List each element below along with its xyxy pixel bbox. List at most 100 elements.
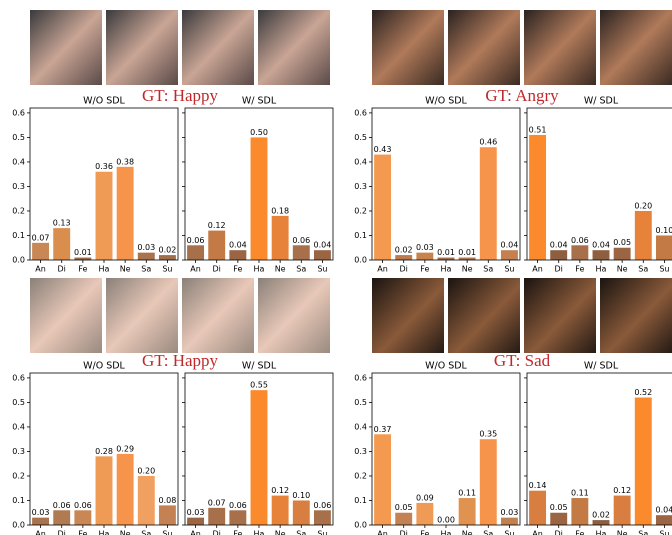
y-tick-label: 0.5 — [12, 398, 25, 407]
x-tick-label: Ne — [617, 265, 628, 274]
x-tick-label: Ha — [441, 530, 452, 535]
x-tick-label: Di — [555, 530, 563, 535]
bar — [571, 245, 589, 260]
y-tick-label: 0.1 — [12, 496, 25, 505]
x-tick-label: Su — [317, 265, 327, 274]
y-tick-label: 0.6 — [12, 373, 25, 382]
bar — [292, 500, 310, 525]
bar — [395, 255, 413, 260]
y-tick-label: 0.6 — [12, 108, 25, 117]
face-image — [448, 10, 520, 85]
y-tick-label: 0.3 — [12, 182, 25, 191]
bar — [229, 510, 247, 525]
x-tick-label: Su — [162, 265, 172, 274]
y-tick-label: 0.4 — [12, 422, 25, 431]
bar — [187, 517, 205, 525]
y-tick-label: 0.4 — [12, 157, 25, 166]
x-tick-label: An — [532, 265, 543, 274]
bar — [395, 512, 413, 525]
bar — [500, 250, 518, 260]
face-image — [182, 278, 254, 353]
value-label: 0.06 — [229, 501, 247, 510]
value-label: 0.03 — [32, 508, 50, 517]
y-tick-label: 0.6 — [354, 108, 367, 117]
value-label: 0.00 — [437, 516, 455, 525]
bar — [529, 490, 547, 525]
x-tick-label: Di — [400, 265, 408, 274]
value-label: 0.05 — [550, 503, 568, 512]
bar — [613, 247, 631, 260]
value-label: 0.51 — [529, 125, 547, 134]
bar — [229, 250, 247, 260]
x-tick-label: Ha — [254, 265, 265, 274]
x-tick-label: Fe — [420, 265, 429, 274]
x-tick-label: An — [35, 265, 46, 274]
y-tick-label: 0.0 — [12, 256, 25, 265]
x-tick-label: An — [377, 530, 388, 535]
y-tick-label: 0.1 — [354, 496, 367, 505]
y-tick-label: 0.5 — [354, 398, 367, 407]
bar — [208, 230, 226, 260]
value-label: 0.03 — [501, 508, 519, 517]
bar — [655, 235, 672, 260]
bar — [137, 252, 155, 260]
bar — [374, 154, 392, 260]
value-label: 0.18 — [271, 206, 289, 215]
bar — [271, 215, 289, 260]
face-image — [600, 278, 672, 353]
bar — [187, 245, 205, 260]
face-image — [258, 10, 330, 85]
bar — [250, 390, 268, 525]
value-label: 0.06 — [74, 501, 92, 510]
x-tick-label: An — [190, 530, 201, 535]
y-tick-label: 0.5 — [12, 133, 25, 142]
chart-title: W/ SDL — [584, 361, 619, 372]
value-label: 0.02 — [159, 246, 177, 255]
y-tick-label: 0.0 — [354, 521, 367, 530]
chart-title: W/O SDL — [83, 361, 125, 372]
value-label: 0.12 — [208, 221, 226, 230]
ground-truth-label: GT: Sad — [494, 351, 551, 370]
x-tick-label: Sa — [141, 530, 151, 535]
bar — [74, 257, 92, 260]
face-image — [106, 10, 178, 85]
value-label: 0.06 — [292, 236, 310, 245]
y-tick-label: 0.2 — [12, 471, 25, 480]
value-label: 0.04 — [550, 241, 568, 250]
x-tick-label: Su — [317, 530, 327, 535]
x-tick-label: Fe — [233, 265, 242, 274]
x-tick-label: Su — [504, 265, 514, 274]
value-label: 0.01 — [74, 248, 92, 257]
chart-title: W/ SDL — [584, 96, 619, 107]
x-tick-label: Sa — [638, 530, 648, 535]
face-image — [372, 10, 444, 85]
x-tick-label: Ha — [99, 265, 110, 274]
x-tick-label: Sa — [483, 530, 493, 535]
value-label: 0.36 — [95, 162, 113, 171]
x-tick-label: Fe — [575, 530, 584, 535]
y-tick-label: 0.2 — [12, 206, 25, 215]
axes-frame — [526, 372, 672, 526]
bar — [592, 520, 610, 525]
face-image — [524, 10, 596, 85]
x-tick-label: Ha — [596, 530, 607, 535]
chart-title: W/O SDL — [83, 96, 125, 107]
y-tick-label: 0.2 — [354, 471, 367, 480]
x-tick-label: Sa — [296, 265, 306, 274]
x-tick-label: Ha — [99, 530, 110, 535]
x-tick-label: An — [190, 265, 201, 274]
x-tick-label: Di — [58, 265, 66, 274]
bar — [32, 242, 50, 260]
bar — [437, 257, 455, 260]
value-label: 0.20 — [137, 466, 155, 475]
bar — [116, 453, 134, 525]
y-tick-label: 0.4 — [354, 422, 367, 431]
axes-frame — [526, 107, 672, 261]
bar — [292, 245, 310, 260]
x-tick-label: Sa — [141, 265, 151, 274]
ground-truth-label: GT: Happy — [142, 351, 219, 370]
x-tick-label: Di — [555, 265, 563, 274]
bar — [137, 475, 155, 525]
y-tick-label: 0.5 — [354, 133, 367, 142]
bar — [74, 510, 92, 525]
